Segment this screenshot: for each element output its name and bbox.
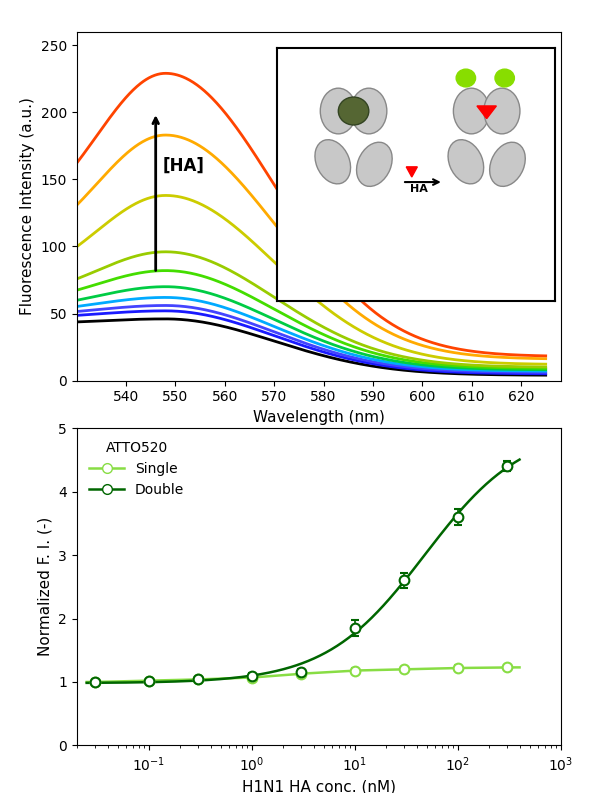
Circle shape — [495, 69, 514, 87]
Ellipse shape — [320, 88, 356, 134]
X-axis label: Wavelength (nm): Wavelength (nm) — [253, 410, 385, 425]
Polygon shape — [477, 106, 496, 119]
Text: [HA]: [HA] — [163, 157, 205, 175]
Ellipse shape — [490, 142, 525, 186]
Y-axis label: Normalized F. I. (-): Normalized F. I. (-) — [38, 517, 53, 657]
Ellipse shape — [448, 140, 484, 184]
Text: HA: HA — [410, 184, 428, 194]
Ellipse shape — [338, 97, 369, 125]
Ellipse shape — [351, 88, 387, 134]
X-axis label: H1N1 HA conc. (nM): H1N1 HA conc. (nM) — [241, 780, 396, 793]
Y-axis label: Fluorescence Intensity (a.u.): Fluorescence Intensity (a.u.) — [20, 98, 35, 315]
Ellipse shape — [315, 140, 350, 184]
Ellipse shape — [356, 142, 392, 186]
Legend: Single, Double: Single, Double — [84, 435, 190, 502]
Circle shape — [456, 69, 476, 87]
Polygon shape — [407, 167, 417, 177]
Ellipse shape — [484, 88, 520, 134]
Ellipse shape — [453, 88, 490, 134]
